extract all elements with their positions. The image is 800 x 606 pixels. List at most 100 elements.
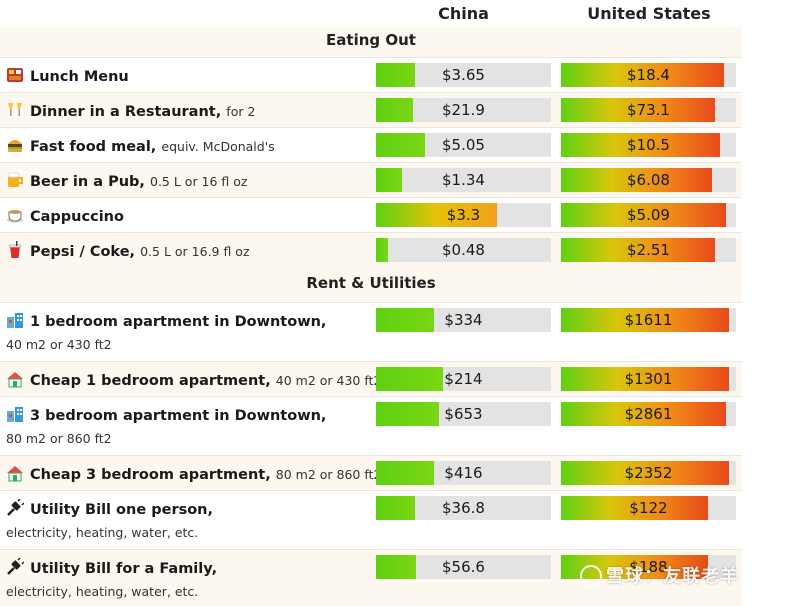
- price-value: $2.51: [627, 241, 670, 259]
- section-rent-utilities: Rent & Utilities: [0, 267, 742, 302]
- price-value: $214: [444, 370, 483, 388]
- price-bar-fill: [376, 238, 389, 262]
- price-bar-china: $3.65: [376, 63, 551, 87]
- row-label-text: Fast food meal,: [30, 139, 157, 155]
- price-bar-china: $21.9: [376, 98, 551, 122]
- price-bar-fill: [561, 367, 729, 391]
- price-bar-fill: [561, 402, 726, 426]
- row-label-detail: 0.5 L or 16 fl oz: [150, 174, 248, 189]
- row-label-detail: 40 m2 or 430 ft2: [6, 337, 112, 352]
- price-bar-china: $36.8: [376, 496, 551, 520]
- price-bar-us: $2352: [561, 461, 736, 485]
- price-value: $6.08: [627, 171, 670, 189]
- row-label-detail: 40 m2 or 430 ft2: [275, 373, 382, 388]
- price-bar-us: $122: [561, 496, 736, 520]
- table-row: Cheap 3 bedroom apartment, 80 m2 or 860 …: [0, 455, 742, 490]
- table-row: Dinner in a Restaurant, for 2 $21.9 $73.1: [0, 92, 742, 127]
- row-label-detail: equiv. McDonald's: [161, 139, 275, 154]
- price-value: $3.3: [446, 206, 481, 224]
- row-label: Fast food meal, equiv. McDonald's: [6, 136, 275, 155]
- row-label: Utility Bill for a Family,: [6, 557, 218, 577]
- plug-icon: [6, 498, 25, 517]
- price-bar-fill: [561, 63, 724, 87]
- price-bar-us: $5.09: [561, 203, 736, 227]
- price-value: $10.5: [627, 136, 670, 154]
- city-apartment-icon: [6, 311, 24, 329]
- row-label-text: Beer in a Pub,: [30, 174, 145, 190]
- row-label-text: 1 bedroom apartment in Downtown,: [30, 314, 327, 330]
- table-row: Cappuccino $3.3 $5.09: [0, 197, 742, 232]
- row-label-detail: for 2: [226, 104, 256, 119]
- price-bar-china: $5.05: [376, 133, 551, 157]
- row-label: Beer in a Pub, 0.5 L or 16 fl oz: [6, 171, 248, 190]
- price-value: $5.05: [442, 136, 485, 154]
- price-value: $3.65: [442, 66, 485, 84]
- soda-icon: [6, 241, 24, 259]
- price-bar-us: $73.1: [561, 98, 736, 122]
- price-value: $1611: [624, 311, 673, 329]
- watermark: 雪球：友联老羊: [580, 562, 739, 588]
- price-value: $73.1: [627, 101, 670, 119]
- table-row: Fast food meal, equiv. McDonald's $5.05 $1…: [0, 127, 742, 162]
- table-row: Utility Bill one person, electricity, hea…: [0, 490, 742, 549]
- row-label: Pepsi / Coke, 0.5 L or 16.9 fl oz: [6, 241, 250, 260]
- price-bar-us: $1611: [561, 308, 736, 332]
- row-label: Lunch Menu: [6, 66, 129, 85]
- price-value: $188: [629, 558, 668, 576]
- row-label: 3 bedroom apartment in Downtown,: [6, 405, 326, 424]
- table-row: 1 bedroom apartment in Downtown, 40 m2 or…: [0, 302, 742, 361]
- row-label-text: Utility Bill one person,: [30, 502, 214, 518]
- price-value: $21.9: [442, 101, 485, 119]
- row-label-text: Utility Bill for a Family,: [30, 561, 218, 577]
- price-bar-fill: [376, 402, 439, 426]
- burger-icon: [6, 136, 24, 154]
- price-value: $2352: [624, 464, 673, 482]
- price-bar-fill: [561, 203, 726, 227]
- table-row: Lunch Menu $3.65 $18.4: [0, 57, 742, 92]
- house-icon: [6, 370, 24, 388]
- price-bar-china: $334: [376, 308, 551, 332]
- row-label-text: Dinner in a Restaurant,: [30, 104, 222, 120]
- price-bar-fill: [376, 496, 415, 520]
- column-header-china: China: [438, 4, 489, 23]
- row-label: Dinner in a Restaurant, for 2: [6, 101, 255, 120]
- price-bar-fill: [561, 496, 708, 520]
- row-label-text: Cheap 3 bedroom apartment,: [30, 467, 271, 483]
- table-row: Utility Bill for a Family, electricity, h…: [0, 549, 742, 606]
- price-bar-china: $416: [376, 461, 551, 485]
- price-bar-us: $18.4: [561, 63, 736, 87]
- snowball-logo-icon: [580, 565, 602, 587]
- price-bar-us: $6.08: [561, 168, 736, 192]
- bento-icon: [6, 66, 24, 84]
- price-bar-fill: [561, 238, 715, 262]
- watermark-text: 雪球：友联老羊: [606, 566, 739, 587]
- price-bar-fill: [561, 133, 721, 157]
- row-label: Utility Bill one person,: [6, 498, 214, 518]
- price-bar-china: $3.3: [376, 203, 551, 227]
- row-label-text: 3 bedroom apartment in Downtown,: [30, 408, 327, 424]
- price-value: $2861: [624, 405, 673, 423]
- plug-icon: [6, 557, 25, 576]
- price-value: $56.6: [442, 558, 485, 576]
- price-bar-fill: [376, 308, 434, 332]
- table-row: Beer in a Pub, 0.5 L or 16 fl oz $1.34 $6.…: [0, 162, 742, 197]
- house-icon: [6, 464, 24, 482]
- price-value: $416: [444, 464, 483, 482]
- row-label: Cappuccino: [6, 206, 124, 225]
- price-bar-fill: [376, 133, 425, 157]
- row-label-text: Cappuccino: [30, 209, 124, 225]
- price-bar-fill: [561, 98, 715, 122]
- table-row: 3 bedroom apartment in Downtown, 80 m2 or…: [0, 396, 742, 455]
- price-bar-china: $0.48: [376, 238, 551, 262]
- table-row: Pepsi / Coke, 0.5 L or 16.9 fl oz $0.48 $2…: [0, 232, 742, 267]
- price-bar-fill: [376, 555, 417, 579]
- price-bar-fill: [376, 461, 434, 485]
- price-value: $0.48: [442, 241, 485, 259]
- city-apartment-icon: [6, 405, 24, 423]
- row-label-text: Pepsi / Coke,: [30, 244, 136, 260]
- price-bar-fill: [561, 168, 712, 192]
- price-bar-fill: [376, 203, 497, 227]
- price-bar-fill: [376, 367, 443, 391]
- row-label-text: Cheap 1 bedroom apartment,: [30, 373, 271, 389]
- price-bar-us: $10.5: [561, 133, 736, 157]
